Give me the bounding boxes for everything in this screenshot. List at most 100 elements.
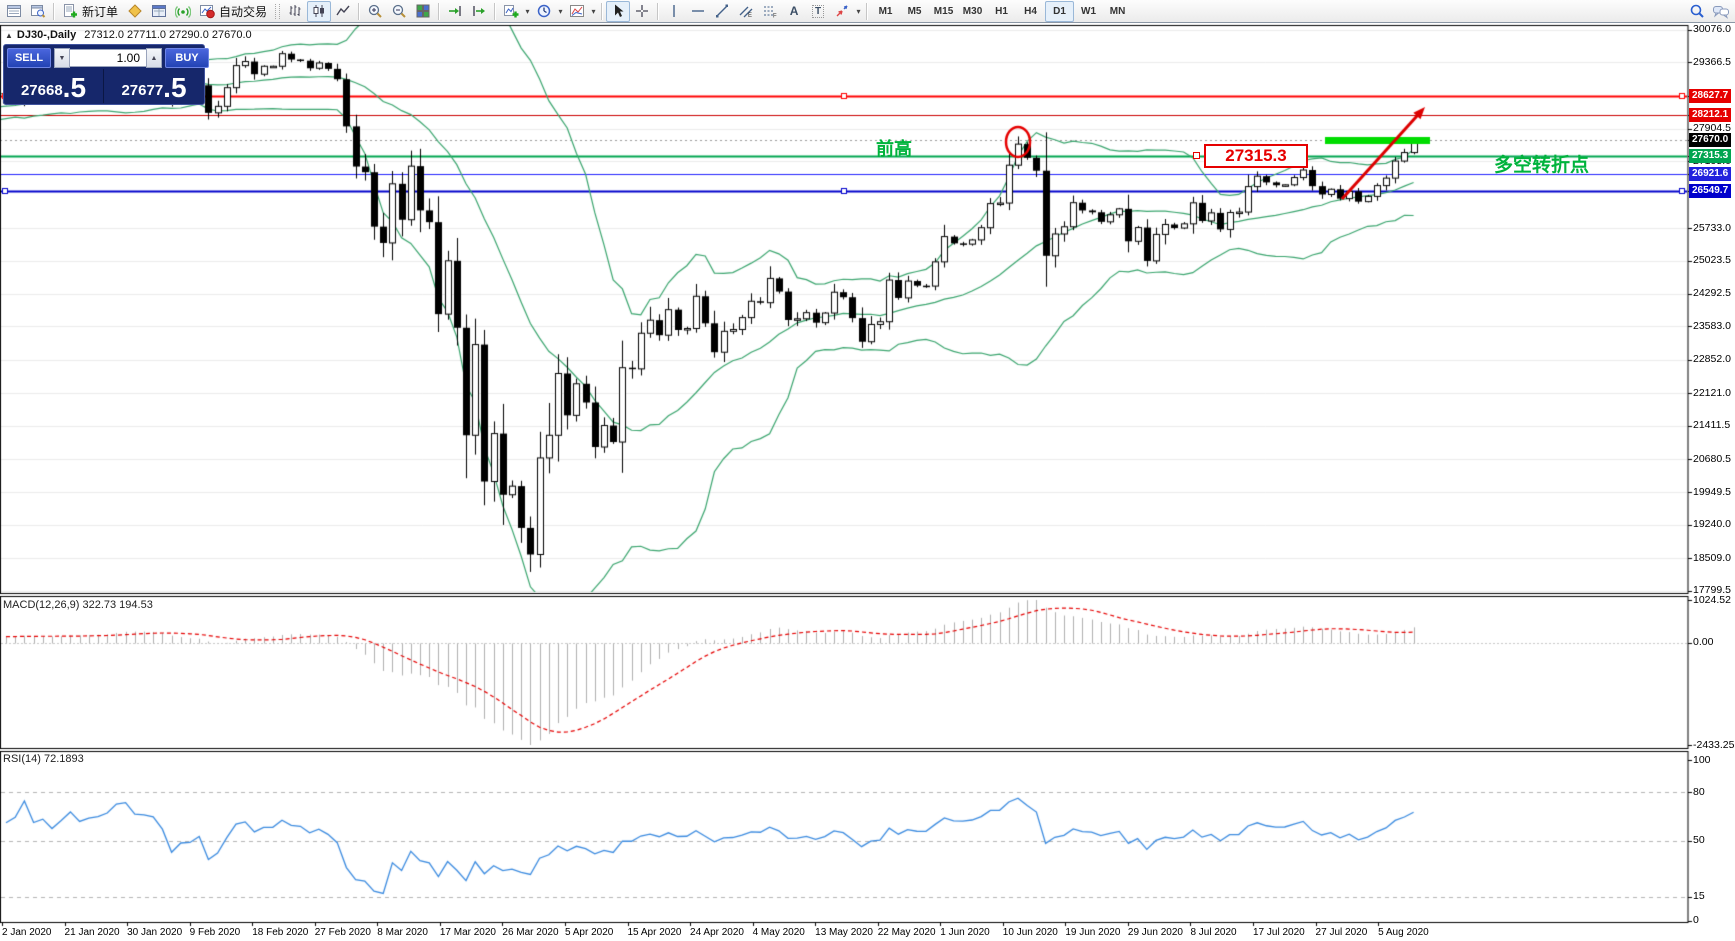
chat-icon[interactable]	[1709, 1, 1733, 22]
time-tick-label: 1 Jun 2020	[940, 927, 990, 938]
timeframe-mn[interactable]: MN	[1109, 5, 1126, 17]
level-label-27315[interactable]: 27315.3	[1204, 144, 1308, 168]
time-tick-label: 13 May 2020	[815, 927, 873, 938]
chart-candles-icon[interactable]	[307, 0, 332, 22]
price-tick-label: 25023.5	[1693, 254, 1731, 267]
rsi-tick-label: 80	[1693, 785, 1705, 798]
periods-icon[interactable]	[532, 1, 556, 22]
time-tick-label: 15 Apr 2020	[627, 927, 682, 938]
rsi-tick-label: 15	[1693, 890, 1705, 903]
price-tick-label: 22852.0	[1693, 353, 1731, 366]
crosshair-icon[interactable]	[630, 1, 654, 22]
time-tick-label: 2 Jan 2020	[2, 927, 52, 938]
prev-high-annotation: 前高	[876, 139, 912, 159]
one-click-collapse-icon[interactable]: ▲	[5, 31, 13, 40]
volume-input[interactable]: 1.00	[70, 49, 146, 67]
level-label-anchor	[1193, 152, 1200, 159]
timeframe-h4[interactable]: H4	[1024, 5, 1037, 17]
periods-dropdown-icon[interactable]: ▾	[558, 6, 563, 16]
price-tick-label: 30076.0	[1693, 23, 1731, 36]
price-badge: 28627.7	[1689, 88, 1732, 103]
rsi-indicator-label: RSI(14) 72.1893	[3, 753, 84, 765]
price-tick-label: 22121.0	[1693, 386, 1731, 399]
timeframe-group: M1 M5 M15 M30 H1 H4 D1 W1 MN	[871, 0, 1132, 22]
time-tick-label: 24 Apr 2020	[690, 927, 744, 938]
price-tick-label: 23583.0	[1693, 319, 1731, 332]
trendline-icon[interactable]	[710, 1, 734, 22]
one-click-trading-panel: SELL ▼ 1.00 ▲ BUY 27668.5 27677.5	[3, 44, 209, 105]
time-tick-label: 21 Jan 2020	[64, 927, 120, 938]
ohlc-values: 27312.0 27711.0 27290.0 27670.0	[84, 29, 252, 41]
terminal-icon[interactable]	[147, 1, 171, 22]
volume-increase-button[interactable]: ▲	[146, 48, 162, 68]
zoom-in-icon[interactable]	[363, 1, 387, 22]
price-tick-label: 25733.0	[1693, 221, 1731, 234]
autotrading-icon[interactable]	[195, 1, 219, 22]
price-tick-label: 29366.5	[1693, 55, 1731, 68]
time-tick-label: 17 Jul 2020	[1253, 927, 1305, 938]
signals-icon[interactable]	[171, 1, 195, 22]
time-tick-label: 10 Jun 2020	[1002, 927, 1058, 938]
text-icon[interactable]: A	[789, 4, 799, 18]
timeframe-d1[interactable]: D1	[1045, 0, 1075, 22]
timeframe-m15[interactable]: M15	[933, 5, 954, 17]
indicators-icon[interactable]	[499, 1, 523, 22]
templates-dropdown-icon[interactable]: ▾	[591, 6, 596, 16]
time-tick-label: 4 May 2020	[752, 927, 805, 938]
new-order-label[interactable]: 新订单	[82, 4, 119, 19]
indicators-dropdown-icon[interactable]: ▾	[525, 6, 530, 16]
new-order-icon[interactable]	[58, 1, 82, 22]
macd-tick-label: 0.00	[1693, 636, 1714, 649]
timeframe-m30[interactable]: M30	[962, 5, 983, 17]
auto-scroll-icon[interactable]	[443, 1, 467, 22]
price-tick-label: 24292.5	[1693, 287, 1731, 300]
tile-windows-icon[interactable]	[411, 1, 435, 22]
svg-text:E: E	[748, 13, 752, 19]
time-tick-label: 27 Jul 2020	[1315, 927, 1368, 938]
timeframe-w1[interactable]: W1	[1081, 5, 1097, 17]
price-badge: 26549.7	[1689, 183, 1732, 198]
volume-decrease-button[interactable]: ▼	[54, 48, 70, 68]
search-icon[interactable]	[1685, 1, 1709, 22]
time-tick-label: 8 Jul 2020	[1190, 927, 1237, 938]
time-tick-label: 9 Feb 2020	[189, 927, 241, 938]
time-tick-label: 30 Jan 2020	[127, 927, 183, 938]
autotrading-label[interactable]: 自动交易	[219, 4, 268, 19]
rsi-tick-label: 100	[1693, 753, 1711, 766]
rsi-tick-label: 50	[1693, 834, 1705, 846]
fibonacci-icon[interactable]: F	[758, 1, 782, 22]
equidistant-channel-icon[interactable]: E	[734, 1, 758, 22]
timeframe-m1[interactable]: M1	[878, 5, 893, 17]
chart-line-icon[interactable]	[331, 1, 355, 22]
zoom-out-icon[interactable]	[387, 1, 411, 22]
timeframe-m5[interactable]: M5	[907, 5, 922, 17]
buy-price[interactable]: 27677.5	[121, 72, 187, 103]
price-badge: 28212.1	[1689, 107, 1732, 122]
market-watch-icon[interactable]	[2, 1, 26, 22]
cursor-icon[interactable]	[606, 0, 631, 22]
vertical-line-icon[interactable]	[662, 1, 686, 22]
sell-price[interactable]: 27668.5	[4, 69, 104, 103]
price-tick-label: 27904.5	[1693, 122, 1731, 135]
buy-button[interactable]: BUY	[165, 48, 209, 68]
time-tick-label: 17 Mar 2020	[439, 927, 496, 938]
price-tick-label: 19949.5	[1693, 485, 1731, 498]
metaeditor-icon[interactable]	[123, 1, 147, 22]
arrows-dropdown-icon[interactable]: ▾	[856, 6, 861, 16]
text-label-icon[interactable]: T	[806, 1, 830, 22]
timeframe-h1[interactable]: H1	[995, 5, 1008, 17]
arrows-icon[interactable]	[830, 1, 854, 22]
turning-point-annotation: 多空转折点	[1494, 155, 1590, 176]
price-tick-label: 18509.0	[1693, 551, 1731, 564]
sell-button[interactable]: SELL	[7, 48, 51, 68]
time-tick-label: 27 Feb 2020	[314, 927, 371, 938]
time-tick-label: 19 Jun 2020	[1065, 927, 1121, 938]
templates-icon[interactable]	[565, 1, 589, 22]
chart-bars-icon[interactable]	[283, 1, 307, 22]
price-badge: 27315.3	[1689, 148, 1732, 163]
data-window-icon[interactable]	[26, 1, 50, 22]
horizontal-line-icon[interactable]	[686, 1, 710, 22]
chart-shift-icon[interactable]	[467, 1, 491, 22]
